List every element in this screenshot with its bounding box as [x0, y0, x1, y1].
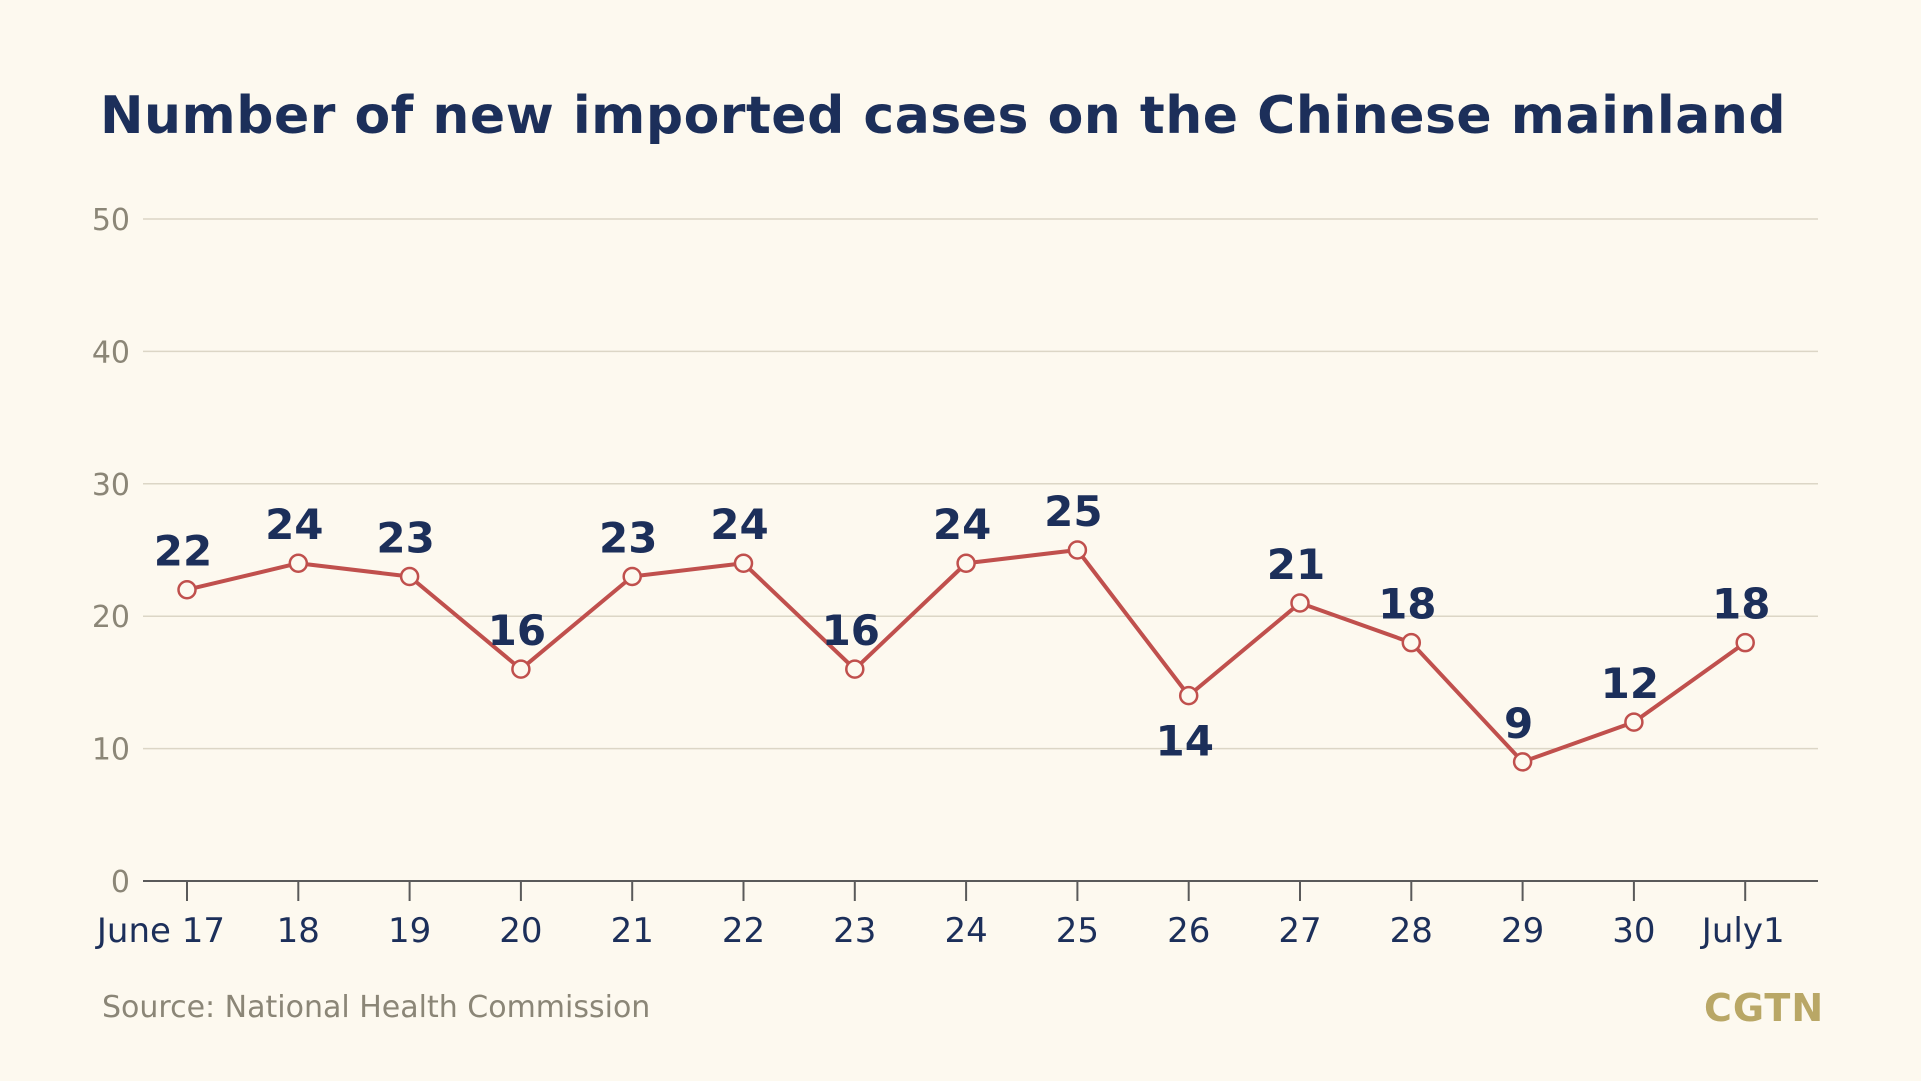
data-point — [1624, 712, 1644, 732]
data-point — [1735, 632, 1755, 653]
x-tick-label: 27 — [1278, 911, 1321, 951]
source-note: Source: National Health Commission — [102, 990, 651, 1025]
y-tick-label: 20 — [92, 600, 130, 635]
x-tick-label: 19 — [388, 911, 431, 951]
data-point — [845, 659, 865, 679]
data-label: 12 — [1601, 659, 1659, 708]
data-label: 18 — [1712, 580, 1770, 629]
x-tick-label: 25 — [1056, 911, 1099, 951]
y-tick-label: 30 — [92, 468, 130, 503]
data-label: 24 — [710, 500, 768, 549]
data-label: 23 — [599, 513, 657, 562]
x-axis: June 17 18 19 20 21 22 23 24 25 26 27 28 29 30 July1 — [95, 880, 1818, 951]
x-tick-label: 30 — [1612, 911, 1655, 951]
data-point — [733, 553, 754, 573]
y-tick-label: 10 — [92, 733, 130, 768]
y-tick-label: 0 — [111, 865, 130, 900]
x-tick-label: July1 — [1700, 911, 1785, 951]
data-point — [956, 553, 976, 573]
data-point — [288, 553, 309, 573]
x-tick-label: 28 — [1390, 911, 1433, 951]
data-label: 25 — [1044, 487, 1102, 536]
data-label: 16 — [822, 606, 880, 655]
data-point — [1401, 632, 1422, 653]
data-label: 24 — [265, 500, 323, 549]
data-point — [511, 659, 531, 679]
data-point — [1178, 685, 1199, 706]
data-point — [1067, 540, 1088, 560]
data-label: 24 — [933, 500, 991, 549]
x-tick-label: 26 — [1167, 911, 1210, 951]
y-tick-label: 50 — [92, 203, 130, 238]
data-point — [622, 566, 642, 587]
data-point — [1512, 752, 1533, 772]
y-axis: 0 10 20 30 40 50 — [92, 203, 130, 900]
data-point — [399, 566, 420, 587]
y-tick-label: 40 — [92, 335, 130, 370]
data-label: 14 — [1155, 717, 1213, 766]
data-label: 23 — [376, 513, 434, 562]
data-label: 21 — [1267, 540, 1325, 589]
data-label: 18 — [1378, 580, 1436, 629]
x-tick-label: 18 — [277, 911, 320, 951]
x-tick-label: 20 — [499, 911, 542, 951]
x-tick-label: June 17 — [95, 911, 225, 951]
data-label: 9 — [1504, 699, 1533, 748]
data-label: 16 — [488, 606, 546, 655]
x-tick-label: 24 — [944, 911, 987, 951]
x-tick-label: 23 — [833, 911, 876, 951]
series — [177, 540, 1755, 772]
x-tick-label: 22 — [722, 911, 765, 951]
gridlines — [143, 218, 1818, 750]
x-tick-label: 29 — [1501, 911, 1544, 951]
data-label: 22 — [154, 527, 212, 576]
data-labels: 22 24 23 16 23 24 16 24 25 14 21 18 9 12 18 — [154, 487, 1771, 766]
chart-title: Number of new imported cases on the Chin… — [100, 86, 1787, 146]
x-tick-label: 21 — [611, 911, 654, 951]
data-point — [177, 579, 197, 600]
data-point — [1290, 593, 1310, 613]
cgtn-logo: CGTN — [1704, 986, 1825, 1030]
